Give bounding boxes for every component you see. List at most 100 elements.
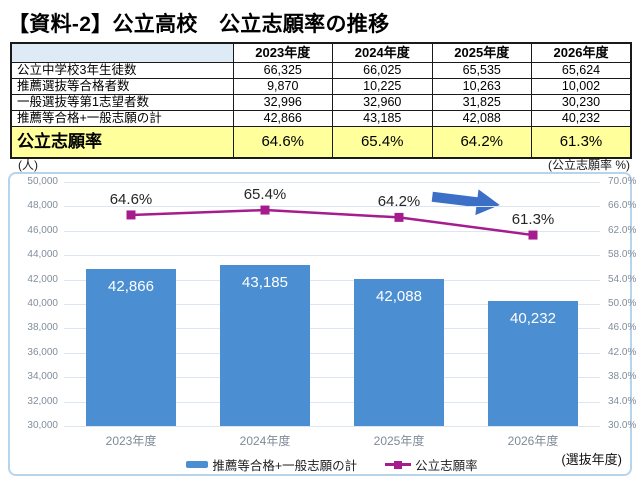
line-marker [126,210,136,220]
table-highlight-row: 公立志願率 64.6% 65.4% 64.2% 61.3% [10,126,632,159]
table-body: 公立中学校3年生徒数 66,325 66,025 65,535 65,624 推薦選抜等合… [10,62,632,159]
row-value: 42,088 [431,110,532,127]
gridline [64,377,600,379]
row-value: 64.6% [232,126,333,159]
table-row: 推薦等合格+一般志願の計 42,866 43,185 42,088 40,232 [10,110,632,127]
right-axis-tick: 38.0% [608,371,637,383]
legend-label: 公立志願率 [415,459,478,473]
row-label: 一般選抜等第1志望者数 [10,94,234,111]
x-axis-label: 2023年度 [105,434,157,448]
bar [220,265,310,426]
gridline [64,279,600,281]
table-year-header: 2026年度 [531,42,632,63]
table-year-header: 2024年度 [332,42,433,63]
row-value: 43,185 [332,110,433,127]
bar-value-label: 42,088 [376,287,422,305]
left-axis-title: (人) [18,158,38,172]
x-axis-label: 2025年度 [373,434,425,448]
row-value: 65,535 [431,62,532,79]
table-row: 公立中学校3年生徒数 66,325 66,025 65,535 65,624 [10,62,632,79]
chart-container: 42,866 43,185 42,088 40,232 64.6% 65.4% 64.2% 6… [8,172,636,476]
left-axis-tick: 48,000 [27,200,58,212]
gridline [64,401,600,403]
table-row: 推薦選抜等合格者数 9,870 10,225 10,263 10,002 [10,78,632,95]
plot-area: 42,866 43,185 42,088 40,232 64.6% 65.4% 64.2% 6… [64,182,600,427]
bar [354,278,444,426]
x-axis-note: (選抜年度) [561,452,622,467]
right-axis-tick: 46.0% [608,322,637,334]
row-value: 31,825 [431,94,532,111]
table-year-header: 2023年度 [232,42,333,63]
summary-table: 2023年度 2024年度 2025年度 2026年度 公立中学校3年生徒数 66,32… [10,42,632,159]
legend-item-bar: 推薦等合格+一般志願の計 [186,455,357,474]
gridline [64,230,600,232]
row-label: 公立志願率 [10,126,234,159]
left-axis-tick: 44,000 [27,249,58,261]
row-label: 公立中学校3年生徒数 [10,62,234,79]
row-value: 32,960 [332,94,433,111]
x-axis-label: 2026年度 [507,434,559,448]
row-value: 10,225 [332,78,433,95]
left-axis-tick: 38,000 [27,322,58,334]
legend-line-swatch-icon [385,460,412,470]
row-value: 65.4% [332,126,433,159]
line-value-label: 61.3% [511,211,555,229]
row-value: 32,996 [232,94,333,111]
right-axis-tick: 42.0% [608,346,637,358]
row-value: 30,230 [531,94,632,111]
legend-item-line: 公立志願率 [385,455,478,474]
right-axis-tick: 50.0% [608,298,637,309]
row-value: 61.3% [531,126,632,159]
page-title: 【資料-2】公立高校 公立志願率の推移 [8,13,390,36]
bar-value-label: 42,866 [108,278,154,296]
row-value: 10,263 [431,78,532,95]
bar-value-label: 40,232 [510,310,556,328]
gridline [64,426,600,427]
row-value: 64.2% [431,126,532,159]
left-axis-tick: 46,000 [27,224,58,236]
gridline [64,255,600,257]
legend-label: 推薦等合格+一般志願の計 [212,459,358,473]
row-value: 9,870 [232,78,333,95]
row-value: 10,002 [531,78,632,95]
row-value: 66,325 [232,62,333,79]
table-year-header: 2025年度 [431,42,532,63]
trend-arrow-icon [431,189,500,216]
bar-value-label: 43,185 [242,274,288,292]
right-axis-title: (公立志願率 %) [548,158,630,172]
legend-bar-swatch-icon [186,461,209,468]
table-row: 一般選抜等第1志望者数 32,996 32,960 31,825 30,230 [10,94,632,111]
left-axis-tick: 40,000 [27,298,58,309]
bar [86,269,176,426]
line-value-label: 64.6% [109,190,153,208]
right-axis-tick: 34.0% [608,395,637,407]
left-axis-tick: 32,000 [27,395,58,407]
right-axis-tick: 62.0% [608,224,637,236]
chart-legend: 推薦等合格+一般志願の計 公立志願率 [64,455,600,474]
gridline [64,328,600,330]
left-axis-tick: 42,000 [27,273,58,285]
right-axis-tick: 70.0% [608,176,637,187]
gridline [64,206,600,208]
gridline [64,352,600,354]
row-label: 推薦等合格+一般志願の計 [10,110,234,127]
line-value-label: 64.2% [377,193,421,211]
right-axis-tick: 54.0% [608,273,637,285]
row-value: 40,232 [531,110,632,127]
right-axis-tick: 58.0% [608,249,637,261]
row-value: 66,025 [332,62,433,79]
left-axis-tick: 30,000 [27,420,58,431]
table-corner-cell [10,42,234,63]
line-series [126,205,538,240]
right-axis-tick: 66.0% [608,200,637,212]
line-marker [528,230,538,240]
left-axis-tick: 50,000 [27,176,58,187]
left-axis-tick: 36,000 [27,346,58,358]
row-label: 推薦選抜等合格者数 [10,78,234,95]
left-axis-tick: 34,000 [27,371,58,383]
bar [488,301,578,426]
line-marker [260,205,270,215]
line-marker [394,212,404,222]
gridline [64,304,600,305]
x-axis-label: 2024年度 [239,434,291,448]
